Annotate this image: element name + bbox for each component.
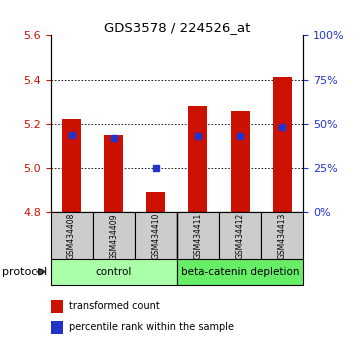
Bar bbox=[135, 212, 177, 260]
Text: GSM434409: GSM434409 bbox=[109, 213, 118, 259]
Text: GSM434411: GSM434411 bbox=[193, 213, 203, 259]
Bar bbox=[261, 212, 303, 260]
Text: percentile rank within the sample: percentile rank within the sample bbox=[69, 322, 234, 332]
Bar bbox=[177, 212, 219, 260]
Text: beta-catenin depletion: beta-catenin depletion bbox=[181, 267, 299, 277]
Bar bbox=[93, 212, 135, 260]
Title: GDS3578 / 224526_at: GDS3578 / 224526_at bbox=[104, 21, 250, 34]
Text: GSM434410: GSM434410 bbox=[151, 213, 160, 259]
Bar bbox=[177, 259, 303, 285]
Bar bbox=[231, 110, 249, 212]
Bar bbox=[62, 119, 81, 212]
Text: GSM434408: GSM434408 bbox=[67, 213, 76, 259]
Text: control: control bbox=[96, 267, 132, 277]
Text: transformed count: transformed count bbox=[69, 301, 159, 311]
Text: protocol: protocol bbox=[2, 267, 47, 277]
Text: GSM434412: GSM434412 bbox=[236, 213, 244, 259]
Bar bbox=[219, 212, 261, 260]
Bar bbox=[51, 259, 177, 285]
Bar bbox=[273, 78, 292, 212]
Bar bbox=[104, 135, 123, 212]
Bar bbox=[146, 193, 165, 212]
Text: GSM434413: GSM434413 bbox=[278, 213, 287, 259]
Bar bbox=[188, 106, 208, 212]
Bar bbox=[51, 212, 93, 260]
